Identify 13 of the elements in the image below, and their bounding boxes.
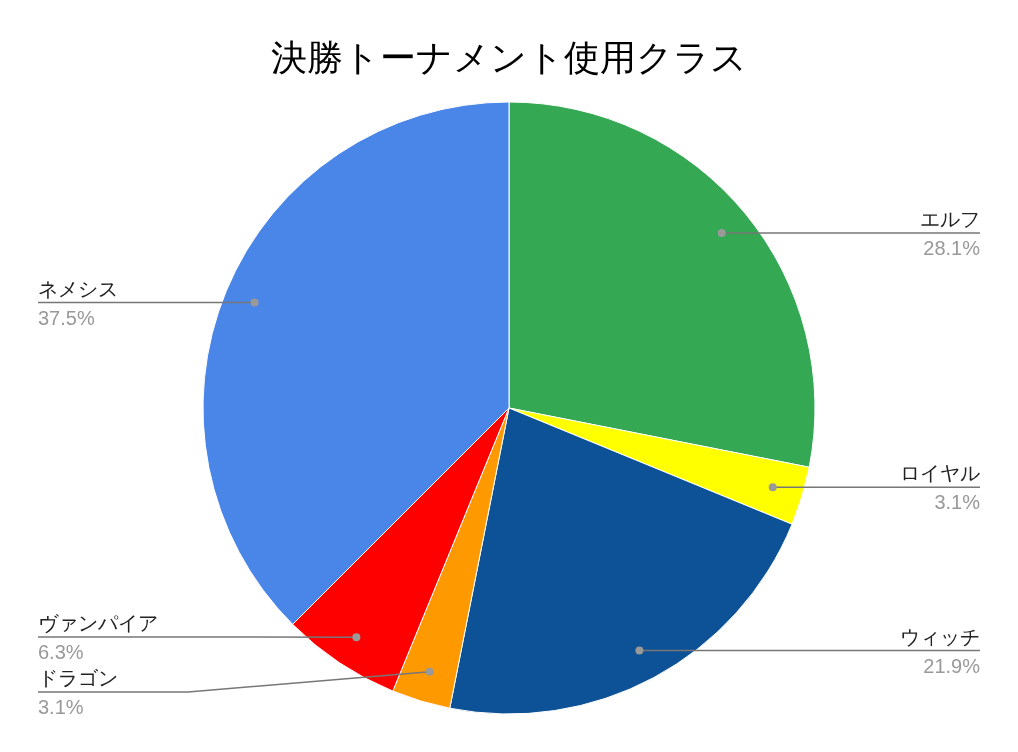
slice-label: ウィッチ	[900, 625, 980, 648]
data-label: 28.1%	[923, 237, 981, 260]
data-label: 6.3%	[38, 641, 84, 663]
slice-label: ヴァンパイア	[38, 612, 158, 634]
data-label: 21.9%	[923, 654, 981, 677]
slice-label: ロイヤル	[900, 462, 980, 485]
data-label: 3.1%	[38, 696, 84, 718]
slice-label: エルフ	[920, 208, 980, 231]
data-label: 3.1%	[934, 491, 981, 514]
slice-label: ドラゴン	[38, 667, 118, 689]
data-label: 37.5%	[38, 306, 95, 329]
chart-title: 決勝トーナメント使用クラス	[271, 37, 747, 78]
slice-label: ネメシス	[38, 277, 118, 300]
